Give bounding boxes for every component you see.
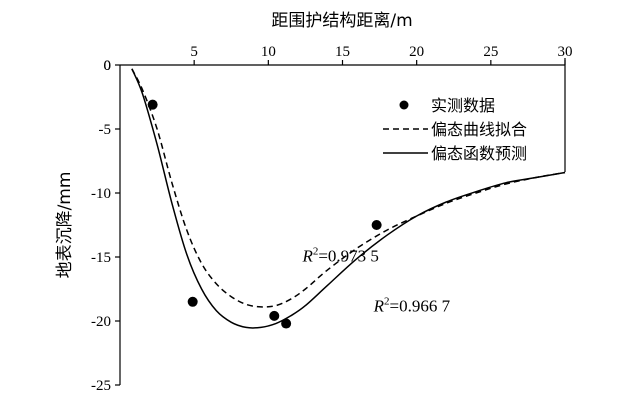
measured-point-0 [147,99,158,110]
measured-point-2 [269,310,280,321]
origin-label: 0 [104,58,112,74]
legend-label-predict: 偏态函数预测 [431,144,527,163]
x-tick-label-0: 5 [190,44,198,60]
r-squared-label-1: R2=0.966 7 [373,295,451,315]
fit-curve [131,68,566,308]
x-tick-label-3: 20 [409,44,424,60]
legend-marker-measured [399,100,409,110]
measured-point-4 [371,220,382,230]
y-axis-title: 地表沉降/mm [55,172,75,279]
x-tick-label-2: 15 [335,44,350,60]
predict-curve [131,68,566,329]
x-tick-label-4: 25 [483,44,498,60]
legend-label-fit: 偏态曲线拟合 [431,120,527,139]
y-tick-label-1: -5 [99,122,112,138]
measured-point-1 [187,296,198,307]
curves [131,68,566,329]
y-tick-label-4: -20 [91,314,111,330]
data-points [147,99,382,329]
legend: 实测数据 偏态曲线拟合 偏态函数预测 [383,96,527,163]
y-tick-label-0: 0 [104,58,112,74]
x-tick-label-5: 30 [558,44,573,60]
axes [119,58,566,385]
y-tick-label-3: -15 [91,250,111,266]
y-tick-label-2: -10 [91,186,111,202]
ticks: 5 10 15 20 25 300-5-10-15-20-250 [91,44,573,394]
x-tick-label-1: 10 [261,44,276,60]
r-squared-label-0: R2=0.973 5 [301,245,378,265]
measured-point-3 [281,318,292,329]
y-tick-label-5: -25 [91,378,111,394]
legend-label-measured: 实测数据 [431,96,495,115]
x-axis-title: 距围护结构距离/m [271,11,412,31]
annotations: R2=0.973 5 R2=0.966 7 [301,245,450,315]
